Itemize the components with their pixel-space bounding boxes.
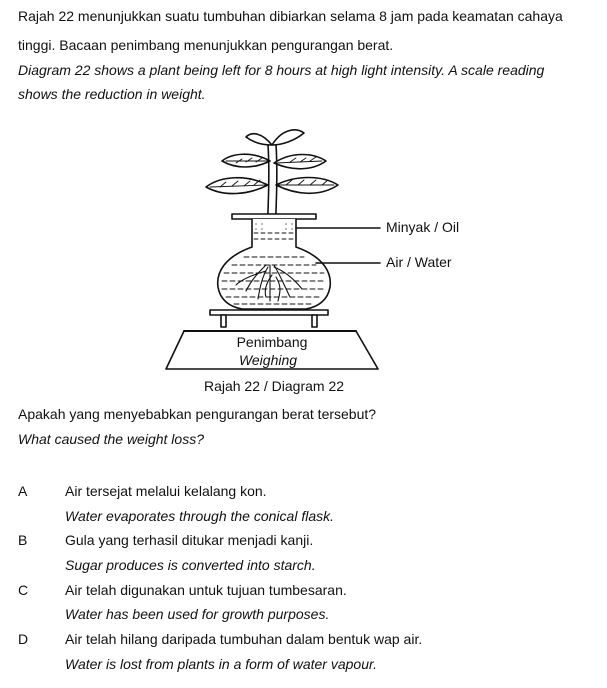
option-b-letter: B [18, 532, 28, 548]
option-c-english: Water has been used for growth purposes. [65, 606, 330, 622]
intro-english-line-1: Diagram 22 shows a plant being left for … [18, 62, 545, 78]
question-malay: Apakah yang menyebabkan pengurangan bera… [18, 406, 377, 422]
intro-english-line-2: shows the reduction in weight. [18, 86, 206, 102]
option-a-english: Water evaporates through the conical fla… [65, 508, 335, 524]
scale-post-right [311, 314, 318, 328]
option-d-letter: D [18, 631, 29, 647]
label-water: Air / Water [386, 254, 452, 270]
option-c-malay: Air telah digunakan untuk tujuan tumbesa… [65, 582, 347, 598]
oil-layer [253, 223, 297, 240]
plant-leaves [205, 129, 339, 195]
question-english: What caused the weight loss? [18, 431, 204, 447]
option-a-letter: A [18, 483, 28, 499]
intro-malay-line-1: Rajah 22 menunjukkan suatu tumbuhan dibi… [18, 8, 563, 24]
option-d-english: Water is lost from plants in a form of w… [65, 656, 378, 672]
scale-label-malay: Penimbang [237, 334, 308, 350]
intro-malay-line-2: tinggi. Bacaan penimbang menunjukkan pen… [18, 37, 394, 53]
scale-pan [209, 309, 329, 316]
conical-flask [216, 218, 332, 310]
stopper-plate [231, 213, 317, 220]
option-c-letter: C [18, 582, 29, 598]
scale-label-english: Weighing [239, 352, 297, 368]
option-b-english: Sugar produces is converted into starch. [65, 557, 316, 573]
diagram-caption: Rajah 22 / Diagram 22 [204, 378, 344, 394]
label-oil: Minyak / Oil [386, 219, 459, 235]
plant-roots [235, 264, 303, 302]
option-b-malay: Gula yang terhasil ditukar menjadi kanji… [65, 532, 314, 548]
leaf-veins [209, 156, 335, 188]
option-a-malay: Air tersejat melalui kelalang kon. [65, 483, 267, 499]
scale-post-left [220, 314, 227, 328]
plant-diagram: Minyak / Oil Air / Water Penimbang Weigh… [165, 129, 459, 394]
option-d-malay: Air telah hilang daripada tumbuhan dalam… [65, 631, 423, 647]
